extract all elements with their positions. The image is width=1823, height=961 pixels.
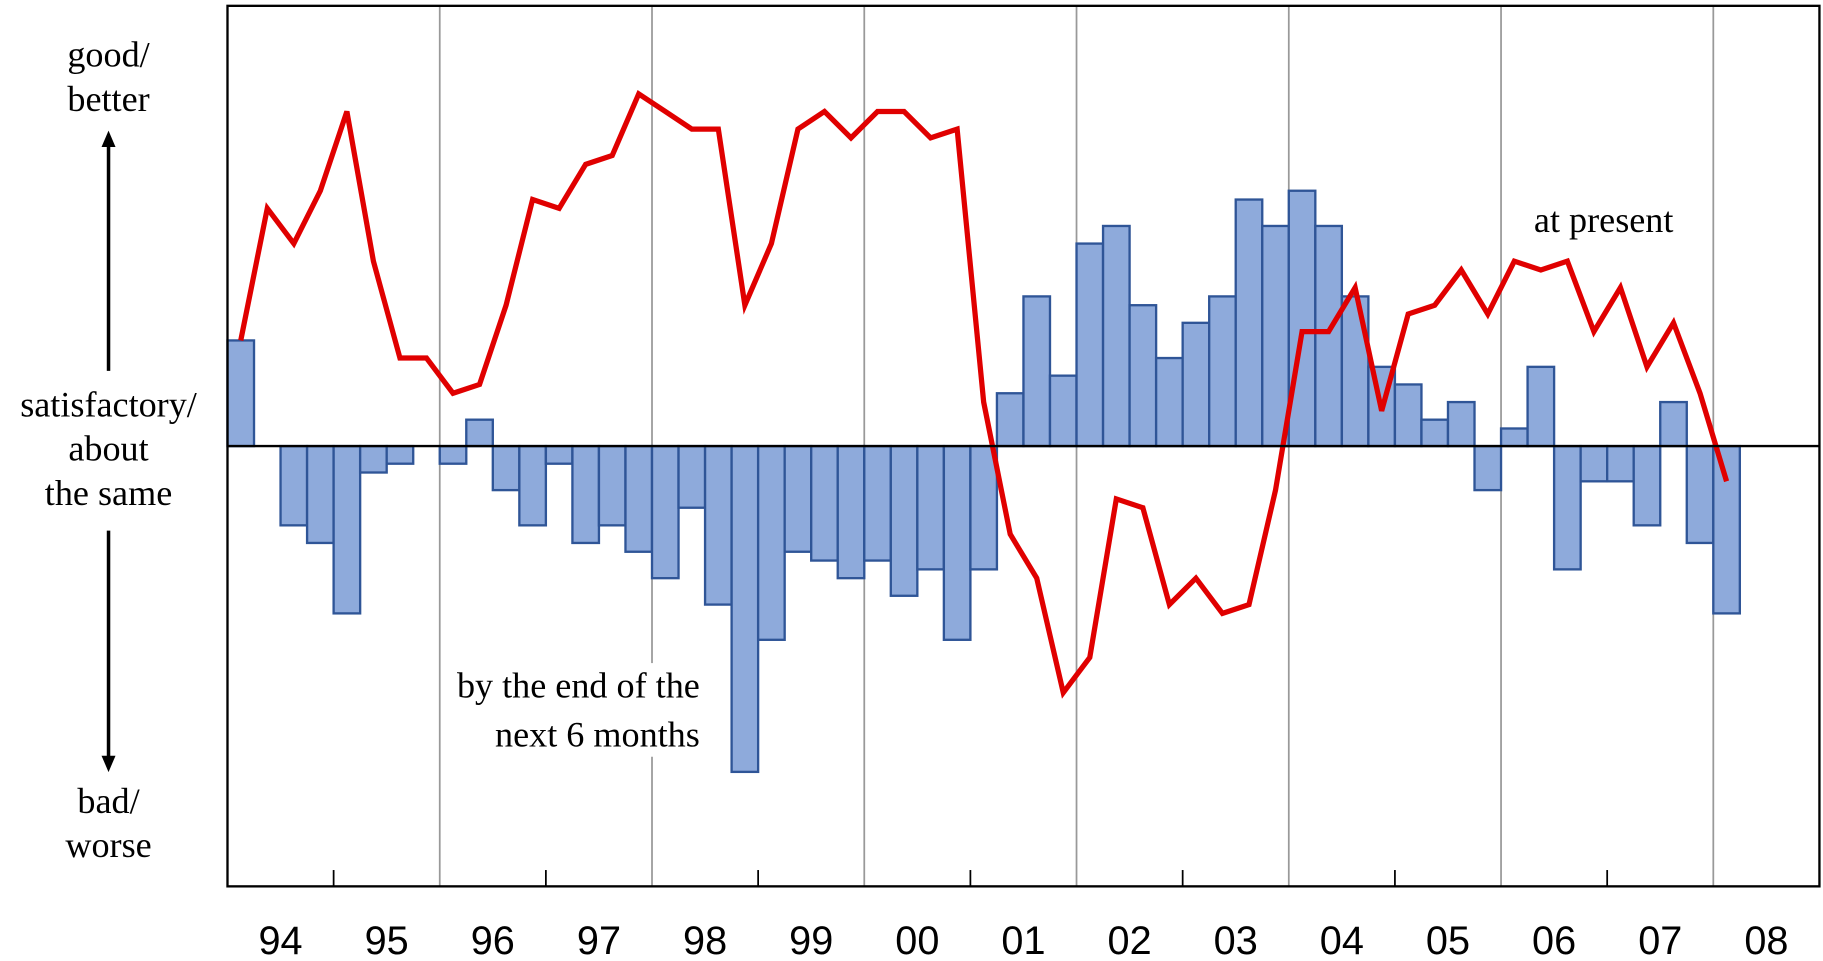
bar [1261,224,1290,448]
x-tick-label: 04 [1320,919,1364,961]
bar [1499,427,1529,448]
x-tick-label: 01 [1001,919,1045,961]
bar [995,392,1025,448]
y-label-bottom-line: worse [65,825,151,865]
plot-frame [226,4,1821,888]
label-background [452,663,705,757]
series-label: by the end of the next 6 months [457,665,700,754]
bar [1659,400,1688,448]
bar [226,339,256,448]
bar [1287,189,1317,448]
y-label-top-line: better [67,79,149,119]
y-label-middle-line: satisfactory/ [20,384,198,424]
bar [1632,444,1662,527]
bar [969,444,999,571]
x-tick-label: 03 [1214,919,1258,961]
bar [1685,444,1715,545]
bar [305,444,335,545]
bar [756,444,786,641]
bar [438,444,468,465]
series-label: at present [1534,200,1673,240]
bar [1022,295,1052,448]
x-tick-label: 05 [1426,919,1470,961]
bar [279,444,309,527]
arrowhead [101,130,116,147]
x-tick-label: 98 [683,919,727,961]
y-label-bottom-line: bad/ [77,781,140,821]
bar [1552,444,1582,571]
y-label-top: good/better [67,34,150,118]
bar [491,444,521,492]
annotations: by the end of the next 6 months at present [452,200,1673,757]
x-tick-label: 07 [1638,919,1682,961]
bar [465,418,494,448]
bar [863,444,892,562]
lines [238,89,1730,699]
bar [385,444,415,465]
bar [544,444,574,465]
bar [1446,400,1476,448]
bar [677,444,707,509]
bar [1314,224,1344,448]
x-tick-label: 06 [1532,919,1576,961]
series-label-line: by the end of the [457,665,700,705]
y-arrows [101,130,116,773]
bar [783,444,813,553]
x-tick-label: 95 [365,919,409,961]
bar [358,444,388,474]
x-tick-label: 96 [471,919,515,961]
bar [518,444,548,527]
bar [836,444,866,580]
bar [1154,356,1184,448]
bar [1101,224,1131,448]
bar [730,444,760,774]
bar [1075,242,1105,448]
arrowhead [101,755,116,773]
line [238,89,1730,699]
bar [1208,295,1237,448]
bar [1526,365,1556,448]
bar [1048,374,1078,448]
x-labels: 94 95 96 97 98 99 00 01 02 03 04 05 06 07 08 [259,919,1789,961]
bar [624,444,654,553]
y-label-middle: satisfactory/about the same [20,384,198,513]
series-label-line: at present [1534,200,1673,240]
bar [597,444,627,527]
bar [650,444,680,580]
bar [1181,321,1211,448]
y-label-middle-line: the same [45,473,172,513]
bar [571,444,601,545]
bar [1473,444,1503,492]
bar [916,444,946,571]
bar [1606,444,1635,483]
y-labels: good/better satisfactory/about the same bad… [20,34,198,865]
bar [810,444,839,562]
x-tick-label: 08 [1744,919,1788,961]
y-label-top-line: good/ [67,34,150,74]
bar [1234,198,1264,448]
x-tick-label: 97 [577,919,621,961]
x-tick-label: 02 [1108,919,1152,961]
bar [942,444,972,641]
bar [1393,383,1423,448]
series-label-line: next 6 months [495,714,700,754]
bar [332,444,362,615]
x-tick-label: 94 [259,919,303,961]
x-tick-label: 99 [789,919,833,961]
bar [1579,444,1609,483]
bar [1420,418,1450,448]
bars [226,189,1742,774]
bar [703,444,733,606]
x-tick-label: 00 [895,919,939,961]
bar [889,444,919,597]
y-label-middle-line: about [68,429,148,469]
frame [226,4,1821,888]
y-label-bottom: bad/worse [65,781,151,865]
bar [1128,304,1158,448]
bar [1712,444,1742,615]
